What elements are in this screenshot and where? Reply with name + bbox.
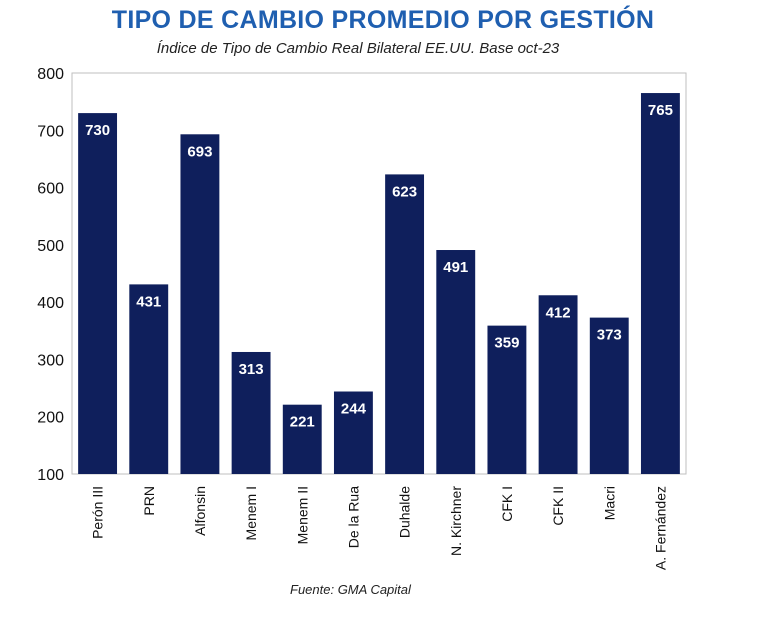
x-tick-label: CFK I [499,486,515,522]
bar [129,284,169,474]
data-label: 221 [290,414,315,431]
x-tick-label: PRN [141,486,157,516]
bar [436,250,476,474]
x-tick-label: Perón III [90,486,106,539]
bar [487,325,527,474]
y-tick-label: 100 [37,467,64,484]
y-tick-label: 500 [37,238,64,255]
bar [180,134,220,474]
y-tick-label: 300 [37,352,64,369]
data-label: 491 [443,259,468,276]
bars-group: 730 431 693 313 221 244 623 491 359 412 373 765 [78,93,680,475]
chart-subtitle: Índice de Tipo de Cambio Real Bilateral … [156,40,560,57]
bar [333,391,373,474]
x-tick-label: Alfonsin [192,486,208,536]
data-label: 412 [546,304,571,321]
y-tick-label: 800 [37,66,64,83]
y-tick-label: 200 [37,410,64,427]
bar [78,113,118,474]
data-label: 244 [341,401,367,418]
data-label: 730 [85,122,110,139]
bar [640,93,680,475]
x-tick-label: De la Rua [345,486,361,548]
y-axis: 100 200 300 400 500 600 700 800 [37,66,64,484]
chart-title: TIPO DE CAMBIO PROMEDIO POR GESTIÓN [111,6,655,34]
x-tick-label: Duhalde [397,486,413,538]
x-tick-label: A. Fernández [652,486,668,570]
x-tick-label: N. Kirchner [448,486,464,556]
x-axis: Perón III PRN Alfonsin Menem I Menem II De la… [90,486,669,570]
x-tick-label: Macri [601,486,617,520]
data-label: 313 [239,361,264,378]
y-tick-label: 400 [37,295,64,312]
x-tick-label: Menem I [243,486,259,540]
data-label: 373 [597,327,622,344]
plot-area-frame [71,72,687,475]
x-tick-label: Menem II [294,486,310,544]
bar [538,295,578,474]
bar [282,404,322,474]
y-tick-label: 700 [37,123,64,140]
data-label: 765 [648,102,673,119]
data-label: 623 [392,183,417,200]
x-tick-label: CFK II [550,486,566,526]
chart-source: Fuente: GMA Capital [290,582,411,597]
bar [231,351,271,474]
y-tick-label: 600 [37,181,64,198]
bar [385,174,425,474]
bar [589,317,629,474]
data-label: 359 [494,335,519,352]
data-label: 431 [136,293,161,310]
data-label: 693 [187,143,212,160]
